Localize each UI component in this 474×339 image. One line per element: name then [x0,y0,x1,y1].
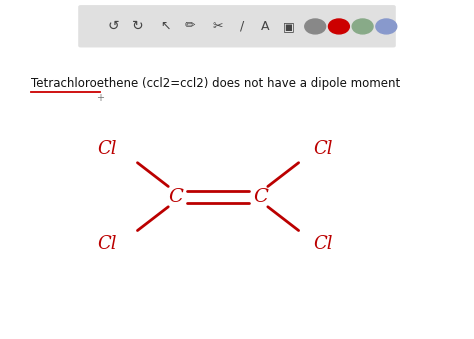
Text: +: + [96,93,103,103]
Text: C: C [168,187,183,206]
Text: Cl: Cl [313,140,332,158]
Text: A: A [261,20,270,33]
Text: /: / [240,20,244,33]
Text: ▣: ▣ [283,20,295,33]
Text: C: C [253,187,268,206]
Text: Cl: Cl [313,235,332,253]
Text: Cl: Cl [97,140,117,158]
Text: Tetrachloroethene (ccl2=ccl2) does not have a dipole moment: Tetrachloroethene (ccl2=ccl2) does not h… [31,77,400,89]
Circle shape [328,19,349,34]
Text: ↻: ↻ [132,19,143,33]
Text: ↺: ↺ [108,19,119,33]
Circle shape [352,19,373,34]
Text: ✏: ✏ [184,20,195,33]
Text: ✂: ✂ [213,20,223,33]
Text: ↖: ↖ [161,20,171,33]
Circle shape [376,19,397,34]
FancyBboxPatch shape [78,5,396,47]
Text: Cl: Cl [97,235,117,253]
Circle shape [305,19,326,34]
